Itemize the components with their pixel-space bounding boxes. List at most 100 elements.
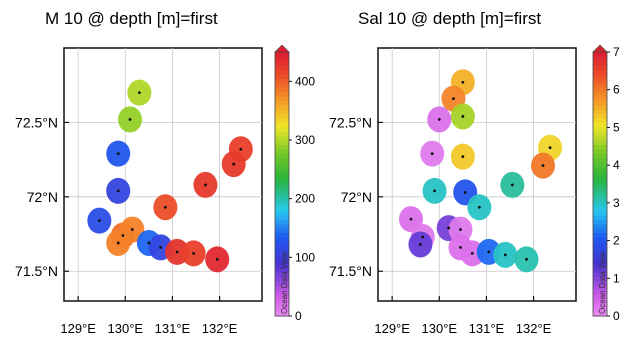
y-tick-label: 71.5°N (15, 263, 58, 279)
x-tick-label: 129°E (60, 321, 96, 336)
x-tick-label: 130°E (108, 321, 144, 336)
station-dot (116, 241, 120, 245)
station-dot (461, 155, 465, 159)
colorbar-segment (275, 87, 289, 93)
colorbar-segment (275, 170, 289, 176)
y-tick-label: 72.5°N (15, 114, 58, 130)
colorbar-segment (275, 294, 289, 299)
colorbar-segment (275, 122, 289, 128)
y-tick-label: 72°N (27, 189, 58, 205)
colorbar-segment (275, 131, 289, 137)
colorbar-segment (275, 91, 289, 97)
colorbar-segment (593, 267, 607, 273)
colorbar-segment (275, 162, 289, 167)
colorbar-segment (593, 263, 607, 269)
colorbar-segment (593, 192, 607, 198)
station-dot (447, 226, 451, 230)
colorbar-segment (275, 166, 289, 172)
colorbar-segment (275, 153, 289, 159)
colorbar-segment (593, 170, 607, 176)
colorbar-segment (275, 219, 289, 225)
station-dot (97, 219, 101, 223)
colorbar-segment (275, 210, 289, 216)
station-dot (192, 251, 196, 255)
colorbar-segment (275, 188, 289, 194)
colorbar-segment (275, 52, 289, 57)
colorbar-segment (593, 69, 607, 75)
colorbar-segment (275, 201, 289, 207)
colorbar-segment (275, 241, 289, 247)
colorbar-segment (593, 96, 607, 101)
colorbar-segment (593, 201, 607, 207)
data-points (399, 69, 563, 273)
colorbar-segment (593, 131, 607, 137)
colorbar-segment (593, 104, 607, 110)
station-dot (437, 118, 441, 121)
colorbar-tick-label: 1 (613, 271, 620, 285)
station-dot (232, 162, 236, 166)
panel-sal10: Sal 10 @ depth [m]=first 71.5°N 72°N 72.5°… (329, 9, 620, 336)
colorbar-segment (275, 214, 289, 220)
colorbar-segment (593, 223, 607, 229)
colorbar-segment (275, 140, 289, 145)
colorbar-segment (593, 294, 607, 299)
y-tick-label: 72.5°N (329, 114, 372, 130)
colorbar-tick-label: 0 (613, 309, 620, 323)
colorbar-segment (593, 289, 607, 295)
colorbar-segment (275, 144, 289, 150)
colorbar-segment (593, 65, 607, 71)
x-tick-label: 131°E (155, 321, 191, 336)
station-dot (461, 80, 465, 84)
colorbar-segment (275, 289, 289, 295)
colorbar-segment (275, 109, 289, 115)
colorbar-segment (275, 74, 289, 79)
station-dot (138, 91, 141, 95)
colorbar-segment (275, 148, 289, 154)
station-dot (452, 97, 455, 100)
station-dot (215, 257, 219, 261)
colorbar-tick-label: 100 (295, 250, 315, 264)
colorbar-segment (593, 135, 607, 141)
colorbar-segment (593, 184, 607, 189)
station-dot (477, 205, 481, 209)
panel-m10: M 10 @ depth [m]=first 71.5°N72°N72.5°N … (15, 9, 315, 336)
station-dot (503, 253, 507, 257)
station-dot (433, 189, 436, 193)
colorbar-segment (275, 280, 289, 286)
colorbar-segment (275, 113, 289, 119)
colorbar-side-label: Ocean Data View (280, 252, 289, 314)
station-dot (421, 235, 425, 239)
colorbar-segment (275, 96, 289, 101)
colorbar-top-arrow (592, 44, 608, 53)
x-tick-labels: 129°E 130°E 131°E 132°E (374, 296, 552, 336)
station-dot (459, 228, 462, 231)
colorbar-segment (275, 245, 289, 251)
station-dot (487, 250, 491, 254)
colorbar-segment (275, 60, 289, 66)
colorbar-tick-label: 4 (613, 158, 620, 172)
colorbar-segment (593, 82, 607, 88)
colorbar-segment (593, 272, 607, 277)
station-dot (419, 243, 422, 246)
chart-title: M 10 @ depth [m]=first (45, 9, 218, 28)
colorbar-segment (593, 236, 607, 242)
colorbar-segment (593, 60, 607, 66)
x-tick-label: 132°E (516, 321, 552, 336)
station-dot (459, 246, 462, 249)
colorbar-segment (593, 157, 607, 163)
colorbar-segment (275, 307, 289, 313)
colorbar-segment (593, 175, 607, 181)
colorbar-segment (593, 122, 607, 128)
station-dot (541, 164, 545, 167)
station-dot (239, 147, 243, 151)
colorbar-segment (275, 192, 289, 198)
colorbar-segment (275, 126, 289, 132)
colorbar-segment (275, 56, 289, 62)
colorbar-segment (593, 179, 607, 185)
colorbar-segment (593, 206, 607, 211)
colorbar-segment (593, 188, 607, 194)
colorbar-segment (275, 232, 289, 238)
colorbar-segment (275, 302, 289, 308)
colorbar-segment (275, 276, 289, 282)
station-dot (159, 246, 163, 249)
